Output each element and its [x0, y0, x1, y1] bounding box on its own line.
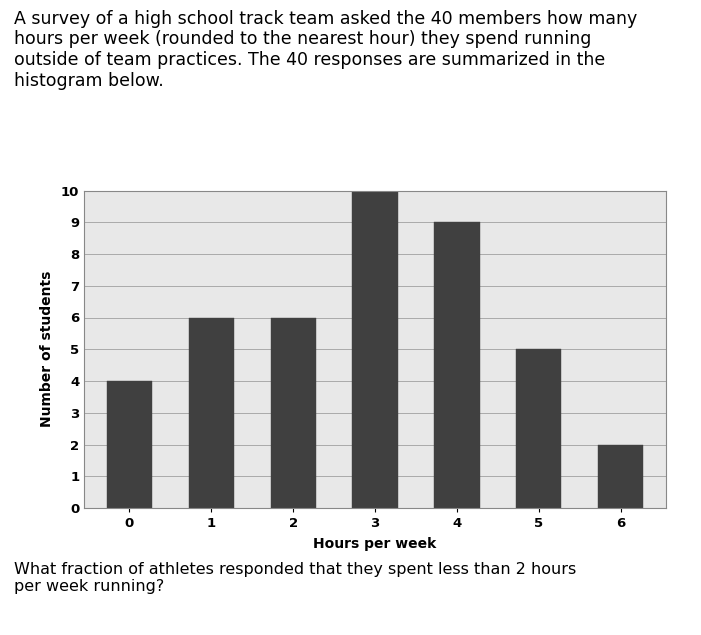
Bar: [271, 318, 315, 508]
Bar: [599, 444, 644, 508]
Bar: [353, 190, 397, 508]
Bar: [107, 381, 151, 508]
Bar: [435, 222, 479, 508]
Bar: [517, 349, 562, 508]
X-axis label: Hours per week: Hours per week: [313, 537, 437, 551]
Text: What fraction of athletes responded that they spent less than 2 hours
per week r: What fraction of athletes responded that…: [14, 562, 576, 594]
Text: A survey of a high school track team asked the 40 members how many
hours per wee: A survey of a high school track team ask…: [14, 10, 637, 90]
Bar: [189, 318, 233, 508]
Y-axis label: Number of students: Number of students: [40, 271, 54, 427]
